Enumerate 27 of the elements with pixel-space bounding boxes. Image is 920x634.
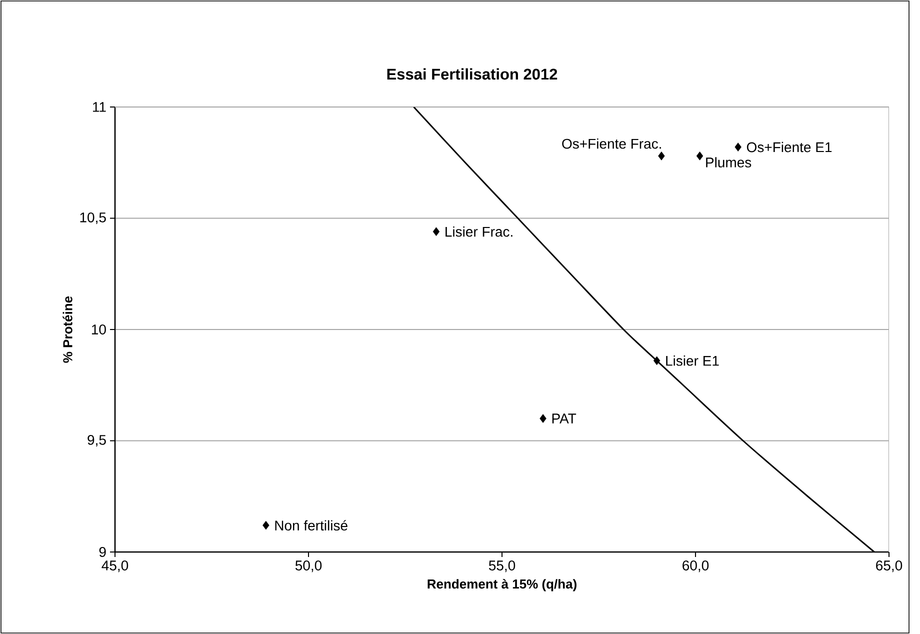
annotation: PAT [552, 414, 576, 424]
point [658, 152, 665, 160]
point [696, 152, 704, 160]
annotation: Lisier Frac. [446, 226, 512, 237]
annotation: Os+Fiente E1 [746, 142, 832, 152]
point [540, 414, 546, 423]
y-tick-label: 10 [92, 324, 106, 334]
x-axis-title: Rendement à 15% (q/ha) [428, 578, 576, 592]
point [734, 142, 742, 152]
x-tick-label: 55,0 [488, 560, 516, 572]
annotation: Plumes [706, 157, 752, 168]
x-tick-label: 50,0 [295, 560, 322, 572]
annotation: Os+Fiente Frac. [562, 138, 661, 149]
point [432, 227, 440, 236]
point [262, 520, 270, 530]
x-tick-label: 45,0 [102, 560, 128, 572]
chart-title: Essai Fertilisation 2012 [387, 68, 558, 80]
x-tick-label: 65,0 [876, 560, 902, 572]
annotation: Non fertilisé [275, 520, 348, 531]
y-tick-label: 9 [99, 547, 106, 557]
x-tick-label: 60,0 [682, 560, 709, 572]
y-tick-label: 11 [93, 102, 106, 112]
y-tick-label: 10,5 [80, 212, 106, 224]
point [653, 356, 660, 366]
annotation: Lisier E1 [666, 356, 719, 366]
y-tick-label: 9,5 [88, 434, 106, 447]
y-axis-title: % Protéine [62, 296, 72, 363]
